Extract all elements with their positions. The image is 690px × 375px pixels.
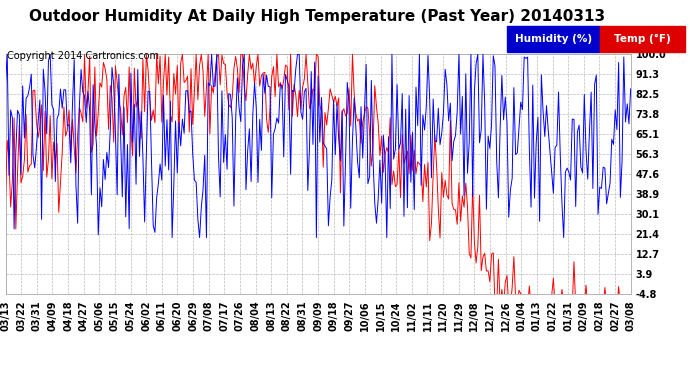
Bar	[600, 26, 685, 52]
Text: Humidity (%): Humidity (%)	[515, 34, 592, 44]
Text: Temp (°F): Temp (°F)	[614, 34, 671, 44]
Text: Copyright 2014 Cartronics.com: Copyright 2014 Cartronics.com	[7, 51, 159, 61]
Bar	[507, 26, 600, 52]
Text: Outdoor Humidity At Daily High Temperature (Past Year) 20140313: Outdoor Humidity At Daily High Temperatu…	[30, 9, 605, 24]
